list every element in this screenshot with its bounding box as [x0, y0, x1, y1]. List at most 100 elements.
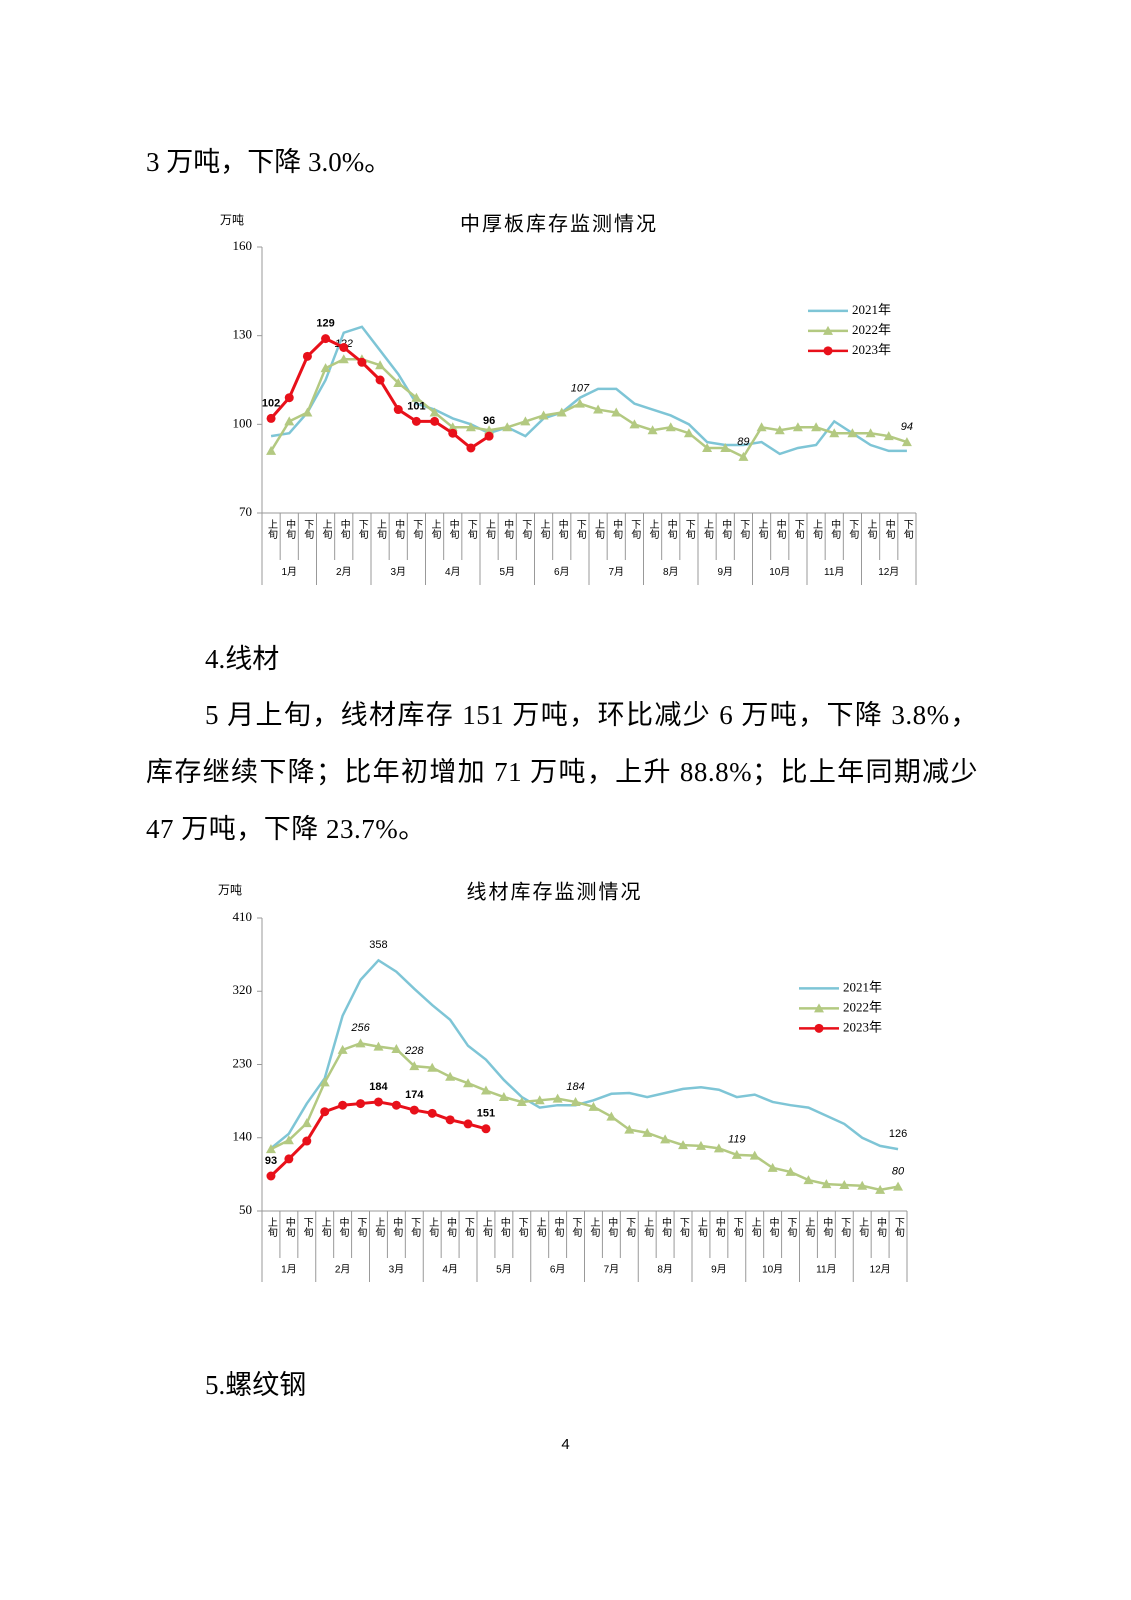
month-label: 9月 [711, 1264, 727, 1276]
point [339, 342, 349, 352]
x-tick-label: 下旬 [520, 519, 532, 540]
point [839, 1179, 850, 1189]
point [266, 445, 277, 455]
x-tick-label: 下旬 [683, 519, 695, 540]
point [448, 428, 458, 438]
point [480, 1085, 491, 1095]
paragraph: 5 月上旬，线材库存 151 万吨，环比减少 6 万吨，下降 3.8%，库存继续… [146, 700, 978, 844]
point [265, 1144, 276, 1154]
x-tick-label: 中旬 [829, 518, 841, 540]
point [498, 1092, 509, 1102]
paragraph: 3 万吨，下降 3.0%。 [146, 147, 392, 177]
point [320, 363, 331, 373]
x-tick-label: 下旬 [901, 519, 913, 540]
x-tick-label: 上旬 [588, 1217, 600, 1238]
chart-title: 线材库存监测情况 [467, 880, 643, 903]
point [792, 422, 803, 432]
y-tick-label: 140 [233, 1129, 253, 1144]
x-tick-label: 上旬 [427, 1217, 439, 1238]
x-tick-label: 下旬 [465, 519, 477, 540]
month-label: 8月 [657, 1264, 673, 1276]
y-axis-label: 万吨 [220, 213, 244, 227]
point [883, 431, 894, 441]
month-label: 11月 [816, 1264, 836, 1276]
x-tick-label: 下旬 [892, 1217, 904, 1238]
x-tick-label: 下旬 [574, 519, 586, 540]
point [803, 1175, 814, 1185]
x-tick-label: 中旬 [552, 1216, 564, 1238]
point [375, 375, 385, 385]
point [355, 1038, 366, 1048]
legend-marker [814, 1023, 824, 1033]
x-tick-label: 中旬 [767, 1216, 779, 1238]
x-tick-label: 中旬 [447, 518, 459, 540]
x-tick-label: 上旬 [429, 519, 441, 540]
series-line [270, 1042, 899, 1192]
x-tick-label: 上旬 [534, 1217, 546, 1238]
point [321, 334, 331, 344]
point [720, 442, 731, 452]
point [447, 422, 458, 432]
x-tick-label: 下旬 [677, 1217, 689, 1238]
x-tick-label: 下旬 [302, 519, 314, 540]
x-tick-label: 下旬 [411, 519, 423, 540]
data-label: 119 [728, 1134, 746, 1146]
data-label: 358 [369, 939, 387, 951]
x-tick-label: 下旬 [624, 1217, 636, 1238]
x-tick-label: 中旬 [284, 518, 296, 540]
x-tick-label: 下旬 [785, 1217, 797, 1238]
x-tick-label: 中旬 [821, 1216, 833, 1238]
x-tick-label: 中旬 [444, 1216, 456, 1238]
point [284, 1154, 294, 1164]
x-tick-label: 上旬 [319, 1217, 331, 1238]
chart-title: 中厚板库存监测情况 [460, 212, 658, 235]
point [391, 1044, 402, 1054]
point [302, 1136, 312, 1146]
point [713, 1143, 724, 1153]
point [538, 410, 549, 420]
point [611, 407, 622, 417]
point [409, 1061, 420, 1071]
point [463, 1119, 473, 1129]
point [660, 1134, 671, 1144]
point [266, 1171, 276, 1181]
data-label: 151 [477, 1108, 495, 1120]
point [301, 1118, 312, 1128]
point [556, 407, 567, 417]
point [445, 1115, 455, 1125]
x-tick-label: 下旬 [462, 1217, 474, 1238]
legend-label: 2022年 [843, 999, 882, 1014]
point [642, 1127, 653, 1137]
point [445, 1071, 456, 1081]
point [683, 428, 694, 438]
page-number: 4 [561, 1436, 570, 1453]
x-tick-label: 下旬 [570, 1217, 582, 1238]
y-tick-label: 100 [233, 415, 253, 430]
series-line [270, 358, 908, 459]
point [373, 1097, 383, 1107]
point [427, 1062, 438, 1072]
point [283, 1135, 294, 1145]
legend-label: 2023年 [843, 1019, 882, 1034]
x-tick-label: 下旬 [355, 1217, 367, 1238]
y-tick-label: 320 [233, 982, 253, 997]
x-tick-label: 上旬 [320, 519, 332, 540]
heading: 5.螺纹钢 [205, 1370, 307, 1400]
month-label: 12月 [870, 1264, 891, 1276]
x-tick-label: 中旬 [393, 518, 405, 540]
point [774, 425, 785, 435]
x-tick-label: 上旬 [538, 519, 550, 540]
point [284, 393, 294, 403]
point [829, 428, 840, 438]
point [785, 1166, 796, 1176]
data-label: 89 [737, 436, 749, 448]
legend-label: 2021年 [852, 302, 891, 317]
y-tick-label: 160 [233, 238, 253, 253]
x-tick-label: 上旬 [480, 1217, 492, 1238]
point [678, 1140, 689, 1150]
x-tick-label: 上旬 [857, 1217, 869, 1238]
x-tick-label: 中旬 [720, 518, 732, 540]
point [411, 392, 422, 402]
x-tick-label: 上旬 [592, 519, 604, 540]
